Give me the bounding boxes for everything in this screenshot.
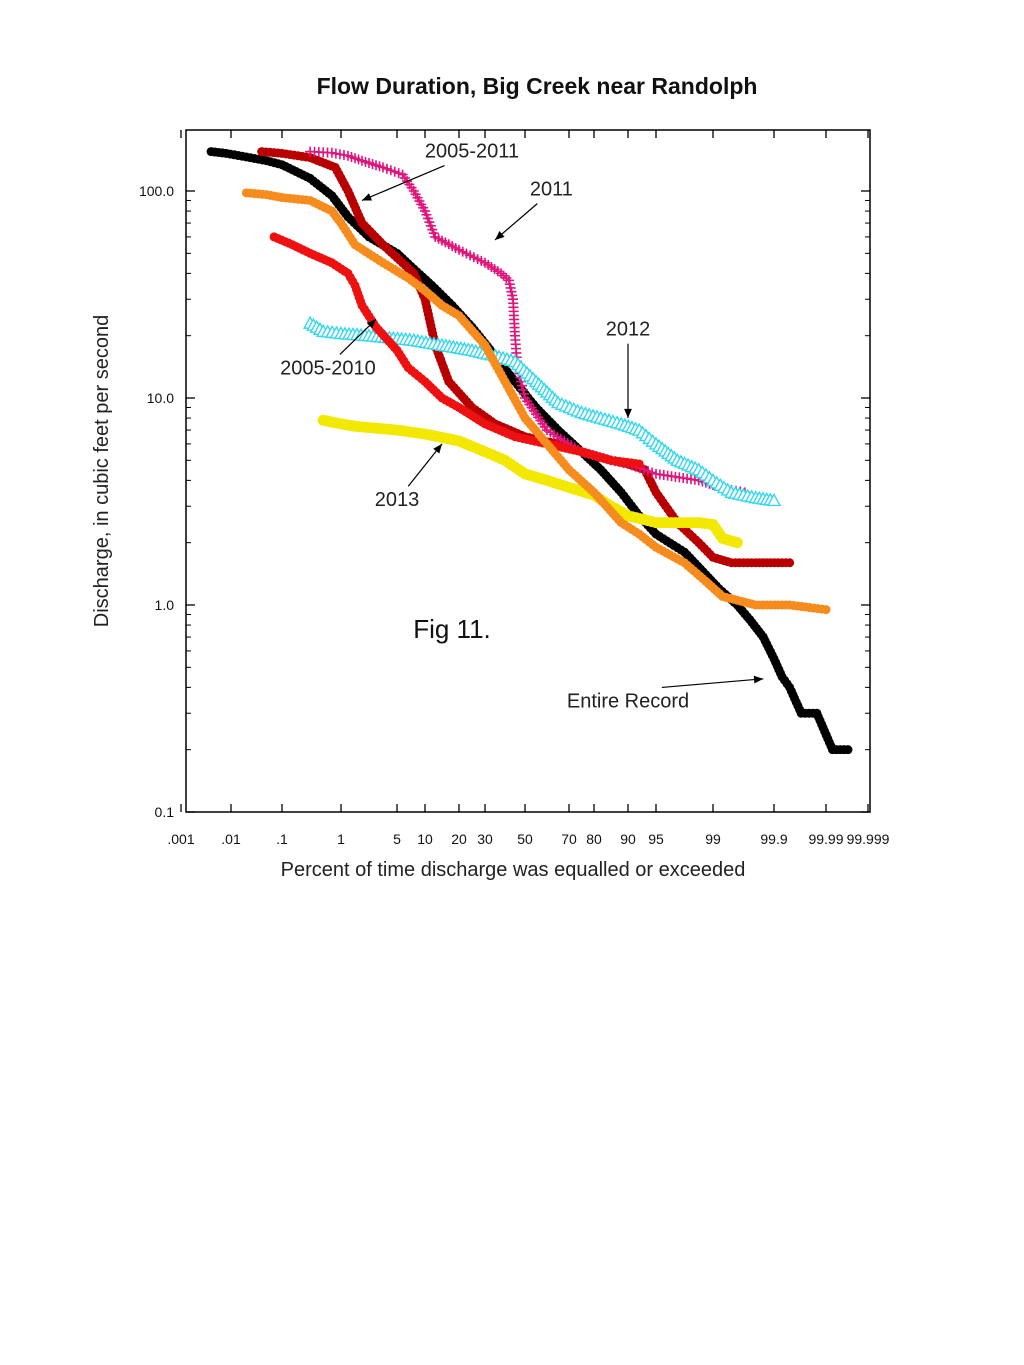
data-point	[821, 605, 831, 615]
annotation-label: 2005-2010	[280, 357, 376, 379]
x-axis-label: Percent of time discharge was equalled o…	[281, 859, 746, 881]
y-tick-label: 1.0	[155, 597, 175, 613]
y-tick-label: 0.1	[155, 804, 175, 820]
data-point	[785, 558, 795, 568]
x-tick-label: 95	[648, 831, 664, 847]
x-tick-label: .01	[221, 831, 241, 847]
annotation-label: Entire Record	[567, 690, 689, 712]
x-tick-label: 20	[451, 831, 467, 847]
chart-container: Flow Duration, Big Creek near Randolph 0…	[91, 73, 890, 881]
series-entire-record	[206, 147, 853, 755]
plot-frame	[185, 129, 871, 813]
y-axis: 0.1 1.0 10.0 100.0	[139, 183, 870, 820]
series-2013	[317, 414, 743, 549]
x-tick-label: 99.99	[808, 831, 843, 847]
annotation-arrow	[494, 203, 538, 241]
x-tick-label: 90	[620, 831, 636, 847]
annotation-arrowhead	[366, 319, 376, 329]
x-tick-label: 99.9	[760, 831, 787, 847]
x-tick-label: 80	[586, 831, 602, 847]
x-tick-label: 50	[517, 831, 533, 847]
chart-title: Flow Duration, Big Creek near Randolph	[317, 73, 758, 99]
data-point	[634, 459, 644, 469]
annotation-label: 2005-2011	[425, 141, 519, 163]
annotation-arrowhead	[495, 231, 505, 240]
x-tick-label: 99	[705, 831, 721, 847]
data-point	[766, 492, 782, 507]
series-layer	[206, 146, 853, 755]
series-line	[211, 151, 848, 751]
x-tick-label: .1	[276, 831, 288, 847]
figure-label: Fig 11.	[413, 614, 491, 644]
x-tick-label: 70	[561, 831, 577, 847]
x-axis: .001 .01 .1 1 5 10 20 30 50 70 80 90 95 99 99.9 99.99 99…	[167, 130, 890, 847]
y-tick-label: 10.0	[147, 390, 174, 406]
y-tick-label: 100.0	[139, 183, 174, 199]
x-tick-label: 99.999	[847, 831, 890, 847]
x-tick-label: 10	[417, 831, 433, 847]
flow-duration-chart: Flow Duration, Big Creek near Randolph 0…	[91, 73, 890, 881]
y-axis-label: Discharge, in cubic feet per second	[91, 315, 113, 627]
annotation-label: 2012	[606, 319, 651, 341]
annotation-arrow	[361, 165, 445, 202]
x-tick-label: .001	[167, 831, 194, 847]
annotation-layer: 2005-2011 2011 2012 2005-2010 2013 Entire Rec…	[280, 141, 764, 712]
x-tick-label: 5	[393, 831, 401, 847]
annotation-arrowhead	[362, 193, 372, 201]
series-2005-2010	[269, 232, 644, 469]
annotation-arrowhead	[433, 443, 442, 454]
data-point	[731, 537, 743, 549]
annotation-label: 2013	[375, 489, 420, 511]
annotation-arrowhead	[624, 408, 632, 419]
annotation-label: 2011	[530, 179, 573, 201]
series-orange	[241, 188, 831, 615]
annotation-arrowhead	[753, 675, 764, 684]
x-tick-label: 30	[477, 831, 493, 847]
annotation-arrow	[661, 678, 764, 689]
x-tick-label: 1	[337, 831, 345, 847]
data-point	[843, 745, 853, 755]
